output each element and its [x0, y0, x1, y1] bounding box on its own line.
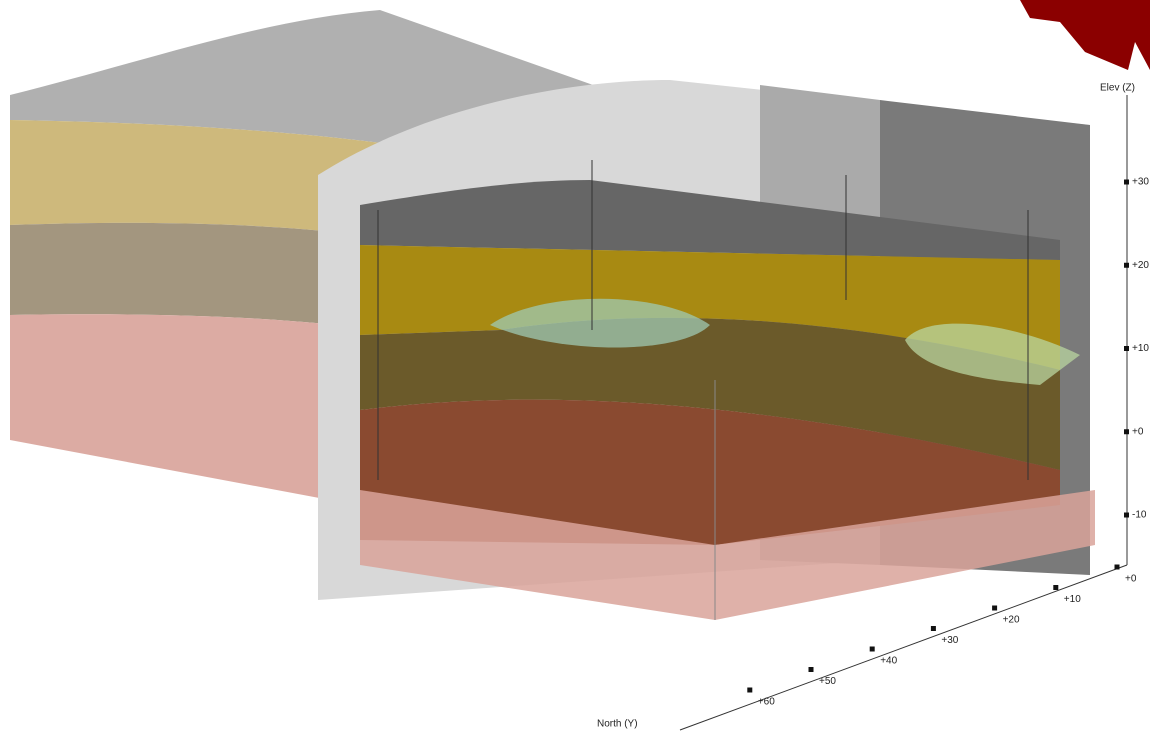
z-tick	[1124, 346, 1129, 351]
y-tick-label: +50	[819, 676, 836, 687]
z-tick-label: +20	[1132, 260, 1149, 271]
y-tick	[930, 626, 936, 631]
y-tick-label: +40	[880, 656, 897, 667]
layer-top	[360, 180, 1060, 260]
corner-badge	[1020, 0, 1150, 70]
z-axis-label: Elev (Z)	[1100, 83, 1135, 94]
y-axis	[679, 564, 1128, 731]
layer-clay	[360, 399, 1060, 545]
z-tick	[1124, 179, 1129, 185]
y-tick-label: +60	[758, 697, 775, 708]
z-tick	[1124, 429, 1129, 435]
z-tick-label: +0	[1132, 426, 1144, 437]
layer-silt	[360, 317, 1060, 470]
y-tick	[747, 687, 753, 693]
lens	[490, 298, 710, 348]
y-tick	[869, 646, 875, 652]
y-tick-label: +20	[1003, 615, 1020, 626]
z-tick-label: -10	[1132, 510, 1147, 521]
y-tick	[1053, 585, 1059, 590]
y-axis-label: North (Y)	[597, 719, 638, 730]
y-tick	[992, 605, 998, 611]
z-tick	[1124, 262, 1129, 268]
z-tick	[1124, 512, 1129, 518]
y-tick-label: +0	[1125, 574, 1137, 585]
base-block	[360, 490, 1095, 620]
y-tick-label: +10	[1064, 594, 1081, 605]
cut-layers	[360, 180, 1080, 545]
y-tick	[1114, 564, 1120, 570]
lens	[905, 323, 1080, 385]
layer-sand	[360, 245, 1060, 370]
y-tick-label: +30	[941, 635, 958, 646]
z-tick-label: +10	[1132, 343, 1149, 354]
z-tick-label: +30	[1132, 177, 1149, 188]
y-tick	[808, 667, 814, 672]
boreholes	[377, 160, 1029, 480]
